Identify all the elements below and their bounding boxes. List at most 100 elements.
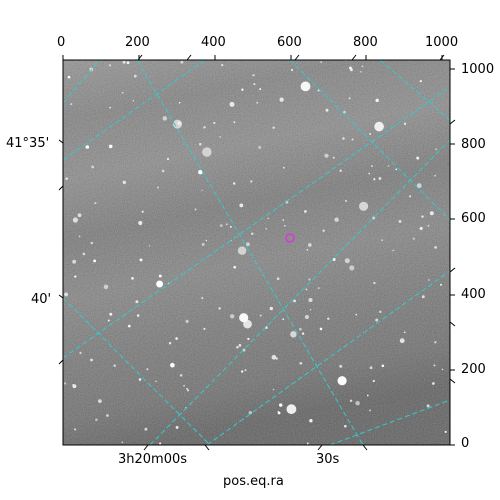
star [157, 186, 159, 189]
star [82, 252, 86, 256]
star [306, 442, 309, 445]
star [337, 376, 347, 386]
star [155, 380, 157, 383]
star [148, 245, 151, 247]
star [72, 259, 77, 264]
star [395, 168, 398, 171]
star [179, 374, 183, 377]
star [251, 232, 254, 236]
tick-mark [58, 185, 64, 191]
star [342, 137, 345, 140]
star [359, 201, 369, 211]
star [85, 145, 90, 149]
tick-mark [362, 444, 368, 451]
star [416, 156, 420, 160]
coordinate-grid [63, 60, 450, 445]
star [161, 169, 165, 173]
top-tick-label: 1000 [425, 35, 459, 50]
star [138, 378, 142, 381]
star [427, 224, 430, 227]
star [74, 275, 77, 278]
star [368, 172, 371, 175]
tick-mark [449, 267, 456, 273]
star [187, 389, 190, 392]
star [136, 314, 140, 317]
star [201, 243, 205, 246]
star [276, 277, 280, 281]
star [307, 243, 312, 247]
right-tick-label: 600 [461, 211, 486, 226]
star [277, 410, 280, 413]
tick-mark [449, 378, 456, 384]
star [265, 228, 267, 230]
bottom-ra-label: 3h20m00s [118, 452, 188, 467]
star [107, 319, 110, 322]
grid-line [63, 297, 211, 445]
star [109, 106, 111, 109]
star [241, 88, 244, 91]
tick-mark [449, 119, 456, 125]
tick-mark [351, 54, 357, 61]
star [236, 346, 239, 349]
star [135, 300, 139, 304]
tick-mark [137, 54, 143, 61]
star [308, 278, 311, 281]
star-field [63, 60, 447, 445]
star [416, 183, 422, 189]
star [72, 384, 77, 389]
star [259, 314, 262, 317]
star [248, 411, 252, 415]
star [90, 241, 94, 245]
star [170, 362, 175, 368]
star [440, 283, 442, 286]
star [229, 314, 235, 319]
star [229, 101, 235, 107]
star [369, 133, 372, 135]
x-axis-label: pos.eq.ra [223, 474, 284, 489]
star [271, 354, 277, 360]
image-frame [62, 59, 451, 446]
star [372, 379, 375, 383]
tick-mark [58, 139, 64, 144]
star [348, 97, 351, 100]
star [419, 79, 422, 83]
star [219, 224, 223, 227]
star [375, 98, 379, 103]
star [201, 189, 203, 192]
star [320, 61, 322, 63]
star [421, 215, 424, 218]
star [282, 318, 285, 320]
star [344, 258, 350, 264]
star [373, 281, 376, 285]
star [108, 144, 113, 149]
star [279, 97, 284, 102]
star [229, 225, 232, 228]
star [158, 274, 162, 278]
left-dec-label: 40' [31, 292, 52, 307]
star [349, 399, 353, 403]
star [299, 327, 302, 331]
star [93, 259, 97, 263]
star [371, 165, 373, 167]
star [220, 63, 224, 67]
star [106, 414, 109, 417]
star [139, 258, 143, 262]
star [344, 199, 348, 202]
grid-line [63, 86, 450, 359]
tick-mark [58, 359, 64, 365]
star [95, 418, 98, 421]
star [317, 287, 320, 290]
right-tick-label: 800 [461, 137, 486, 152]
star [403, 122, 407, 125]
star [232, 182, 236, 185]
star [166, 157, 170, 161]
star [243, 319, 252, 329]
top-tick-label: 400 [201, 35, 226, 50]
star [306, 249, 309, 251]
star [127, 324, 131, 328]
star [351, 138, 354, 141]
star [247, 337, 250, 341]
top-tick-label: 800 [353, 35, 378, 50]
star [349, 265, 355, 271]
